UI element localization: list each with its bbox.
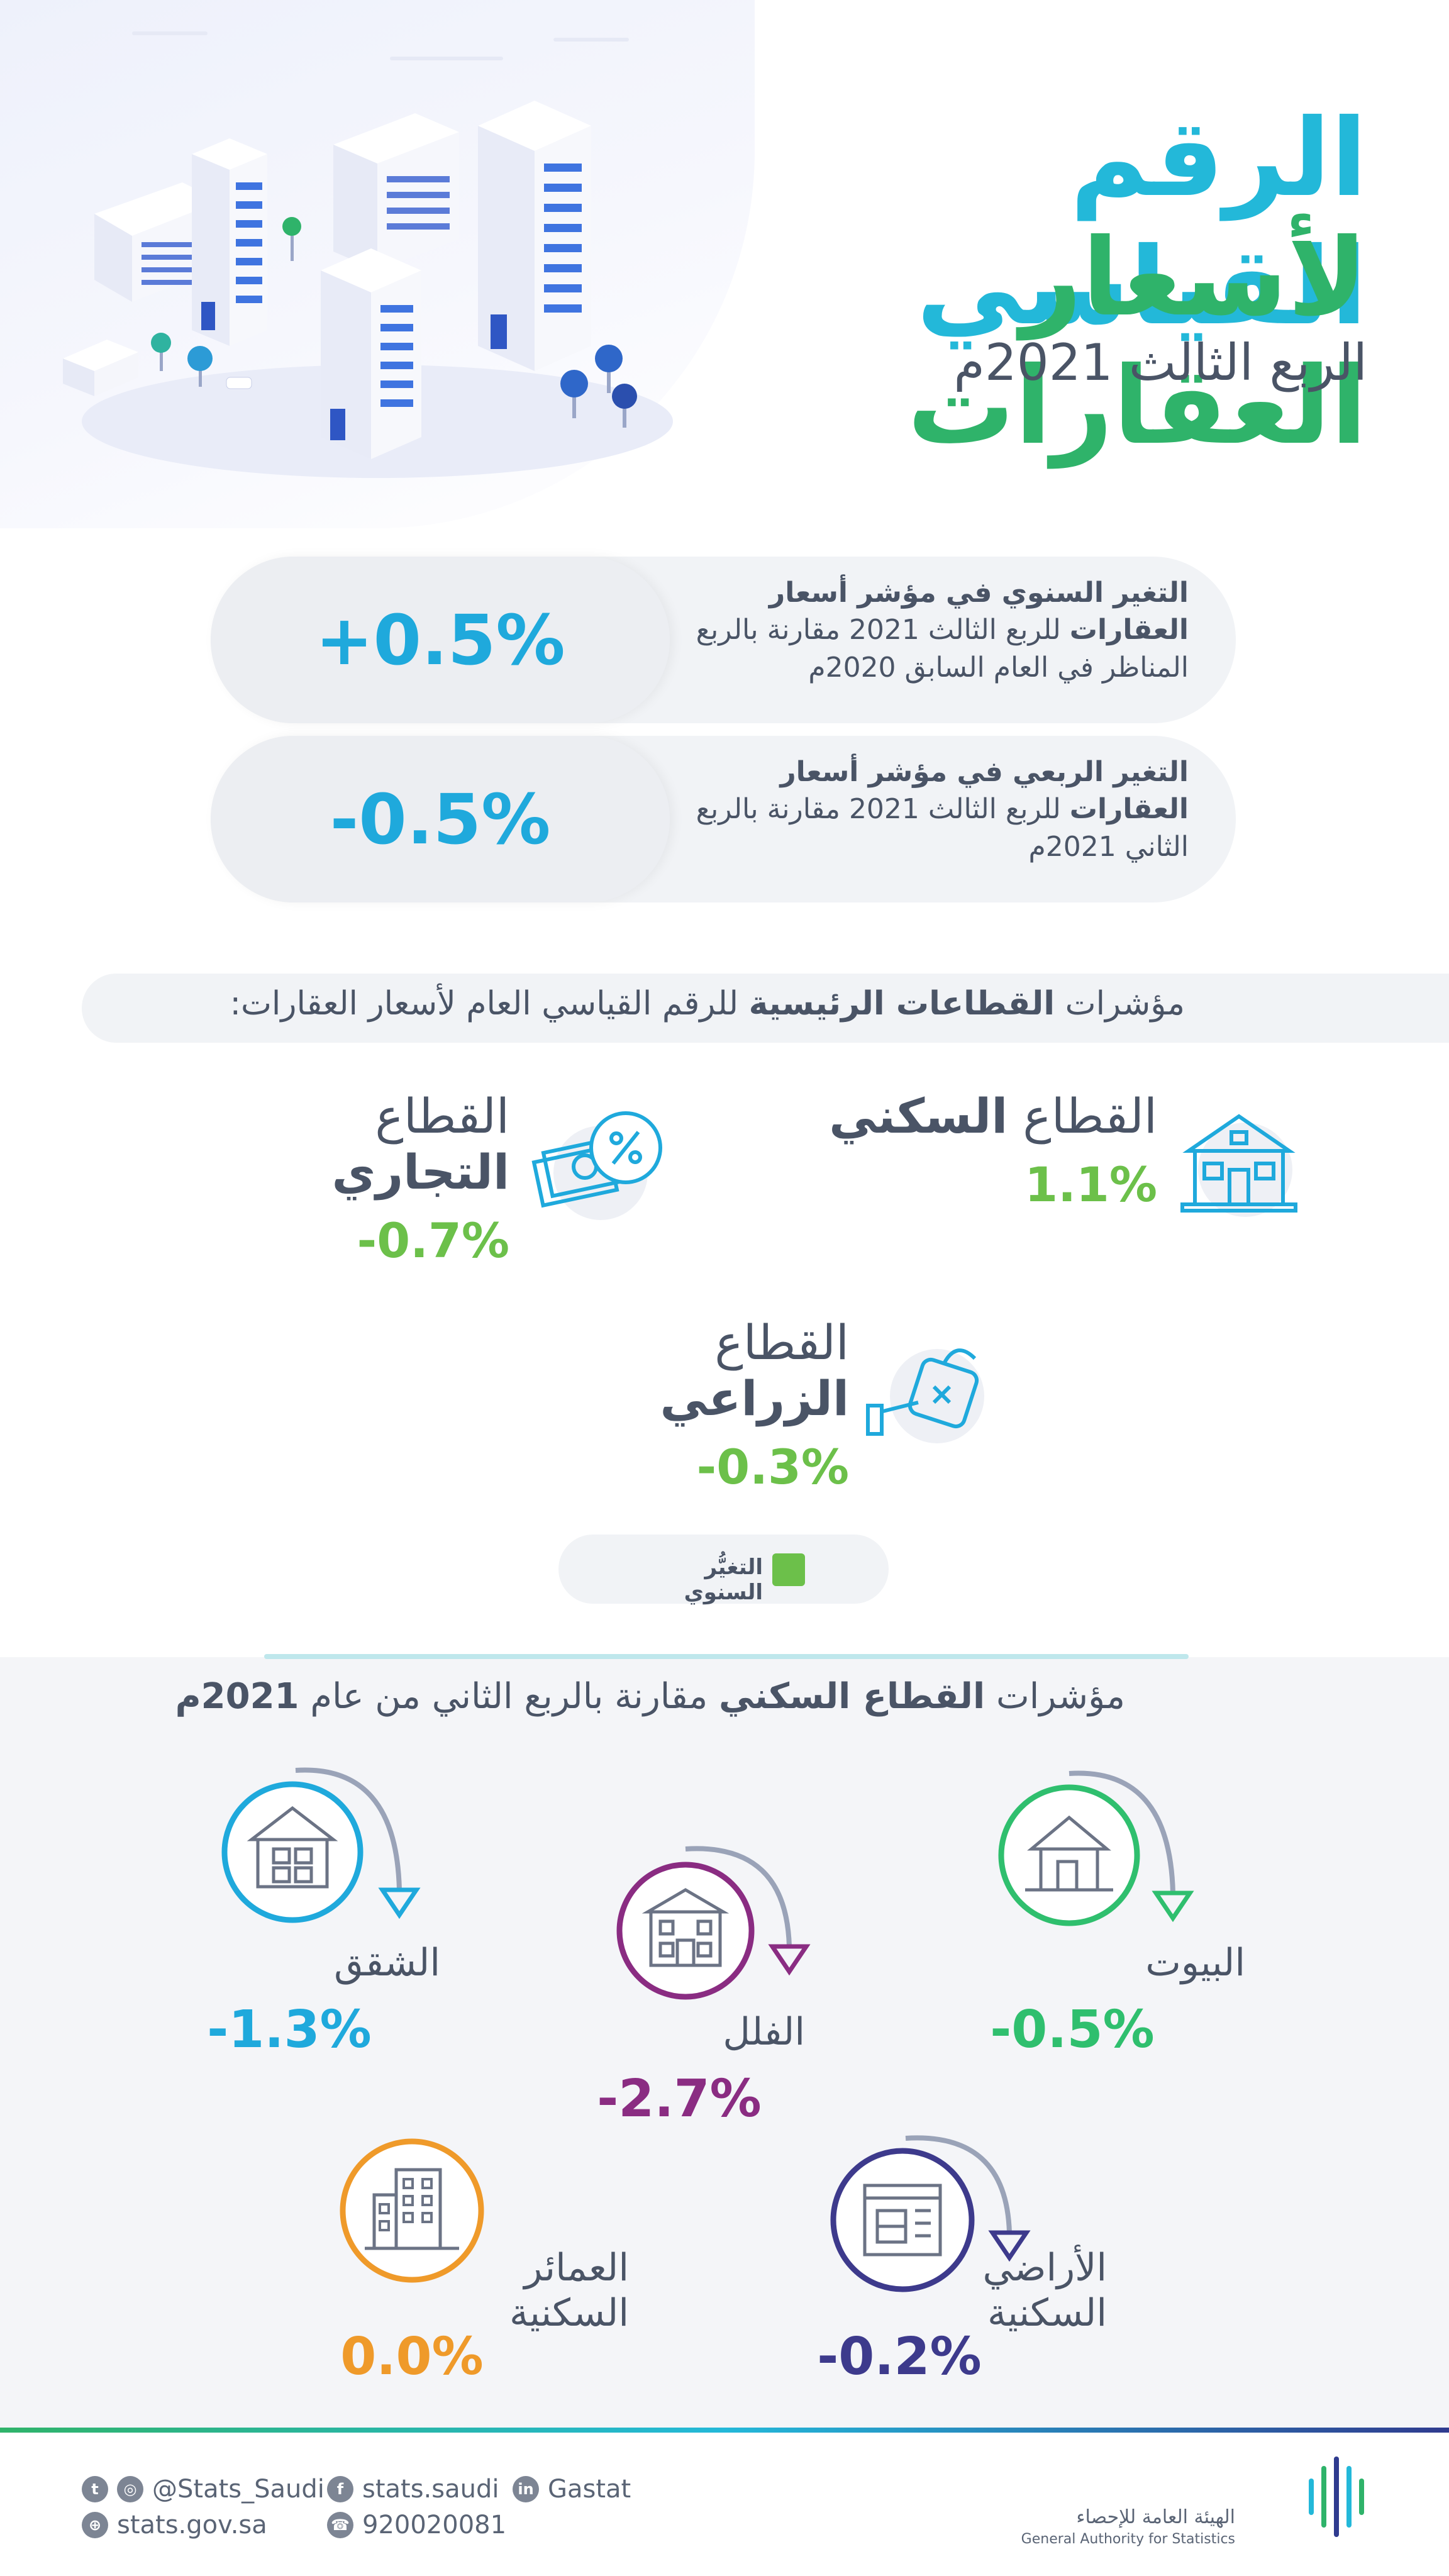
quarterly-change-description: التغير الربعي في مؤشر أسعار العقارات للر… (673, 753, 1189, 865)
legend-label: التغيُّر السنوي (684, 1555, 763, 1605)
apartments-down-arrow-icon (221, 1767, 421, 1923)
footer-facebook[interactable]: f stats.saudi (327, 2475, 499, 2504)
sector-commercial: القطاع التجاري -0.7% (189, 1088, 509, 1269)
money-percent-icon (531, 1111, 662, 1220)
linkedin-handle: Gastat (548, 2475, 631, 2504)
residential-buildings-value: 0.0% (340, 2327, 484, 2387)
twitter-icon: t (82, 2476, 108, 2502)
annual-change-description: التغير السنوي في مؤشر أسعار العقارات للر… (673, 574, 1189, 686)
villas-down-arrow-icon (616, 1846, 811, 2000)
sectors-header: مؤشرات القطاعات الرئيسية للرقم القياسي ا… (82, 974, 1449, 1043)
houses-down-arrow-icon (998, 1770, 1194, 1926)
org-name-arabic: الهيئة العامة للإحصاء (1076, 2506, 1235, 2528)
apartments-label: الشقق (334, 1941, 440, 1985)
watering-can-icon (866, 1348, 984, 1443)
org-name-english: General Authority for Statistics (1021, 2531, 1235, 2547)
twitter-handle: @Stats_Saudi (152, 2475, 325, 2504)
sector-agricultural-name: القطاع الزراعي (528, 1314, 849, 1426)
sector-agricultural-value: -0.3% (696, 1439, 849, 1495)
sector-commercial-value: -0.7% (357, 1213, 509, 1269)
sector-residential-value: 1.1% (1024, 1157, 1157, 1213)
sectors-header-bold: القطاعات الرئيسية (748, 985, 1055, 1023)
sector-name-prefix: القطاع (1023, 1088, 1157, 1144)
annual-change-label: التغير السنوي في مؤشر أسعار العقارات (769, 577, 1189, 647)
page-subtitle: الربع الثالث 2021م (953, 333, 1367, 392)
facebook-icon: f (327, 2476, 353, 2502)
sectors-header-prefix: مؤشرات (1065, 985, 1185, 1023)
sectors-header-text: مؤشرات القطاعات الرئيسية للرقم القياسي ا… (116, 985, 1185, 1023)
houses-value: -0.5% (990, 2000, 1155, 2060)
sector-commercial-name: القطاع التجاري (189, 1088, 509, 1200)
phone-number: 920020081 (362, 2511, 507, 2540)
instagram-icon: ◎ (117, 2476, 143, 2502)
section-divider (264, 1654, 1189, 1659)
villas-label: الفلل (723, 2010, 805, 2054)
page-title-line2: لأسعار العقارات (907, 216, 1367, 469)
footer-gradient-line (0, 2428, 1449, 2433)
houses-label: البيوت (1145, 1941, 1245, 1985)
residential-section-title: مؤشرات القطاع السكني مقارنة بالربع الثان… (56, 1676, 1125, 1717)
residential-buildings-label: العمائر السكنية (509, 2246, 629, 2335)
sector-name-bold: الزراعي (660, 1370, 849, 1426)
sectors-header-suffix: للرقم القياسي العام لأسعار العقارات: (230, 985, 739, 1023)
residential-lands-label: الأراضي السكنية (982, 2246, 1108, 2335)
legend-swatch (772, 1553, 805, 1586)
website-link: stats.gov.sa (117, 2511, 267, 2540)
apartments-value: -1.3% (207, 2000, 372, 2060)
sector-name-prefix: القطاع (375, 1088, 509, 1144)
hero-section: الرقم القياسي لأسعار العقارات الربع الثا… (0, 0, 1449, 528)
res-title-bold: القطاع السكني (719, 1676, 985, 1717)
quarterly-change-label: التغير الربعي في مؤشر أسعار العقارات (780, 756, 1189, 826)
page-title-line1: الرقم القياسي (916, 96, 1367, 349)
footer-twitter-instagram[interactable]: t ◎ @Stats_Saudi (82, 2475, 325, 2504)
footer-phone[interactable]: ☎ 920020081 (327, 2511, 506, 2540)
sector-residential: القطاع السكني 1.1% (818, 1088, 1157, 1213)
residential-buildings-icon (340, 2138, 484, 2283)
sector-name-bold: التجاري (331, 1144, 509, 1200)
sector-name-prefix: القطاع (714, 1314, 849, 1370)
residential-section (0, 1657, 1449, 2428)
quarterly-change-card: -0.5% التغير الربعي في مؤشر أسعار العقار… (211, 736, 1236, 902)
footer-linkedin[interactable]: in Gastat (513, 2475, 631, 2504)
quarterly-change-detail: للربع الثالث 2021 مقارنة بالربع الثاني 2… (696, 793, 1189, 863)
facebook-handle: stats.saudi (362, 2475, 499, 2504)
annual-change-card: +0.5% التغير السنوي في مؤشر أسعار العقار… (211, 557, 1236, 723)
globe-icon: ⊕ (82, 2512, 108, 2538)
sector-residential-name: القطاع السكني (818, 1088, 1157, 1144)
house-icon (1180, 1114, 1297, 1217)
sector-agricultural: القطاع الزراعي -0.3% (528, 1314, 849, 1495)
linkedin-icon: in (513, 2476, 539, 2502)
sector-name-bold: السكني (829, 1088, 1008, 1144)
city-buildings-illustration (63, 31, 673, 478)
res-title-middle: مقارنة بالربع الثاني من عام (310, 1676, 708, 1717)
res-title-prefix: مؤشرات (996, 1676, 1125, 1717)
gastat-logo-icon (1309, 2457, 1364, 2537)
res-title-year: 2021م (175, 1676, 299, 1717)
annual-change-value: +0.5% (211, 557, 670, 723)
annual-change-detail: للربع الثالث 2021 مقارنة بالربع المناظر … (696, 614, 1189, 684)
phone-icon: ☎ (327, 2512, 353, 2538)
legend: التغيُّر السنوي (558, 1535, 889, 1605)
residential-lands-down-arrow-icon (830, 2135, 1031, 2292)
footer-website[interactable]: ⊕ stats.gov.sa (82, 2511, 267, 2540)
residential-lands-value: -0.2% (817, 2327, 982, 2387)
quarterly-change-value: -0.5% (211, 736, 670, 902)
villas-value: -2.7% (597, 2069, 762, 2129)
